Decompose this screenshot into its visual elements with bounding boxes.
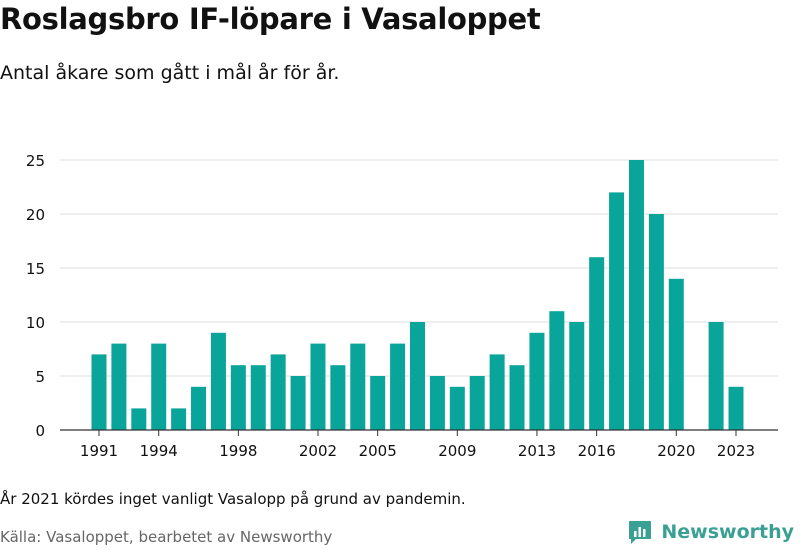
bar-2011 [489, 354, 505, 430]
bar-1991 [91, 354, 107, 430]
bar-2000 [270, 354, 286, 430]
bar-2012 [509, 365, 525, 430]
x-tick-label-2002: 2002 [299, 442, 337, 460]
bar-2008 [429, 376, 445, 430]
bar-2013 [529, 332, 545, 430]
bar-2004 [350, 343, 366, 430]
bar-2005 [370, 376, 386, 430]
newsworthy-logo: Newsworthy [627, 519, 794, 545]
x-tick-label-1998: 1998 [219, 442, 257, 460]
bar-2019 [648, 214, 664, 430]
bar-2023 [728, 386, 744, 430]
bar-1999 [250, 365, 266, 430]
x-tick-label-1994: 1994 [140, 442, 178, 460]
bar-2003 [330, 365, 346, 430]
bar-2020 [668, 278, 684, 430]
x-tick-label-2023: 2023 [717, 442, 755, 460]
y-tick-label-20: 20 [26, 206, 45, 224]
bar-2006 [390, 343, 406, 430]
bar-2017 [609, 192, 625, 430]
x-tick-label-1991: 1991 [80, 442, 118, 460]
bar-chart-logo-icon [629, 521, 652, 544]
bar-1992 [111, 343, 127, 430]
bar-chart: 0 5 10 15 20 25 1991 1994 1998 2002 2005 2009 2013 20… [26, 152, 778, 460]
bar-2018 [628, 160, 644, 430]
bar-2001 [290, 376, 306, 430]
y-tick-label-5: 5 [35, 368, 45, 386]
chart-source: Källa: Vasaloppet, bearbetet av Newswort… [0, 528, 333, 546]
x-tick-label-2016: 2016 [578, 442, 616, 460]
bar-2016 [589, 257, 605, 430]
bar-1993 [131, 408, 147, 430]
logo-text: Newsworthy [661, 521, 794, 543]
bar-2002 [310, 343, 326, 430]
x-tick-label-2005: 2005 [359, 442, 397, 460]
bar-1996 [191, 386, 207, 430]
x-tick-label-2013: 2013 [518, 442, 556, 460]
x-tick-label-2009: 2009 [438, 442, 476, 460]
bar-1995 [171, 408, 187, 430]
y-tick-label-10: 10 [26, 314, 45, 332]
y-tick-label-0: 0 [35, 422, 45, 440]
bar-2015 [569, 322, 585, 430]
bar-1994 [151, 343, 167, 430]
bar-2010 [469, 376, 485, 430]
bar-2022 [708, 322, 724, 430]
x-tick-label-2020: 2020 [657, 442, 695, 460]
bar-1998 [230, 365, 246, 430]
chart-title: Roslagsbro IF-löpare i Vasaloppet [0, 2, 541, 36]
y-tick-label-15: 15 [26, 260, 45, 278]
bar-2014 [549, 311, 565, 430]
chart-footnote: År 2021 kördes inget vanligt Vasalopp på… [0, 490, 466, 508]
bar-2007 [410, 322, 425, 430]
chart-subtitle: Antal åkare som gått i mål år för år. [0, 62, 340, 84]
y-tick-label-25: 25 [26, 152, 45, 170]
bar-1997 [210, 332, 226, 430]
bar-2009 [449, 386, 465, 430]
